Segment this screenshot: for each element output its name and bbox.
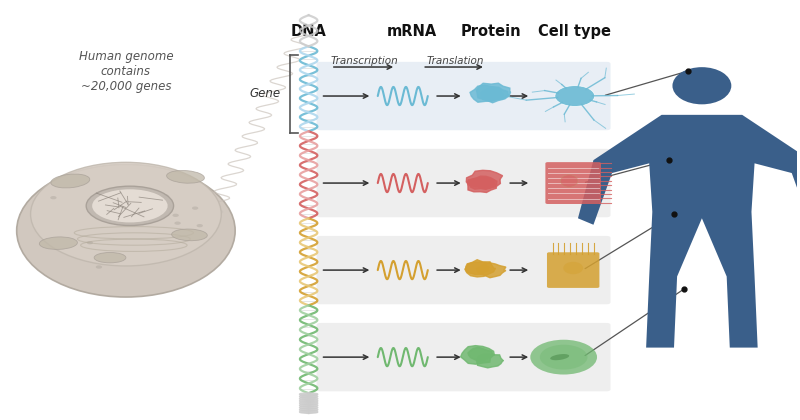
FancyBboxPatch shape	[546, 162, 601, 204]
Polygon shape	[465, 262, 490, 275]
Ellipse shape	[51, 174, 90, 188]
Ellipse shape	[92, 189, 168, 223]
Polygon shape	[461, 346, 494, 364]
Polygon shape	[477, 263, 506, 278]
Polygon shape	[466, 170, 502, 189]
Polygon shape	[466, 260, 495, 277]
Circle shape	[540, 345, 587, 370]
Ellipse shape	[30, 163, 222, 266]
Text: Human genome
contains
~20,000 genes: Human genome contains ~20,000 genes	[78, 50, 174, 93]
Polygon shape	[467, 178, 497, 192]
FancyBboxPatch shape	[317, 323, 610, 391]
FancyBboxPatch shape	[317, 62, 610, 130]
Polygon shape	[468, 347, 493, 361]
Text: DNA: DNA	[290, 24, 326, 39]
Circle shape	[162, 194, 169, 197]
Ellipse shape	[17, 164, 235, 297]
Polygon shape	[477, 354, 503, 368]
Text: Transcription: Transcription	[330, 56, 398, 66]
Ellipse shape	[561, 175, 578, 187]
Circle shape	[50, 196, 57, 200]
Polygon shape	[468, 176, 494, 189]
Circle shape	[530, 340, 597, 375]
FancyBboxPatch shape	[317, 149, 610, 217]
Circle shape	[96, 265, 102, 269]
Text: Cell type: Cell type	[538, 24, 611, 39]
Circle shape	[174, 221, 181, 225]
Text: Protein: Protein	[461, 24, 522, 39]
Polygon shape	[482, 87, 509, 103]
Ellipse shape	[550, 354, 569, 360]
Ellipse shape	[172, 229, 207, 241]
Ellipse shape	[673, 67, 731, 104]
Polygon shape	[470, 85, 504, 102]
Ellipse shape	[86, 186, 174, 226]
Ellipse shape	[166, 171, 204, 183]
Polygon shape	[578, 115, 800, 348]
Ellipse shape	[39, 237, 78, 249]
Ellipse shape	[563, 262, 583, 274]
Circle shape	[197, 224, 203, 227]
Circle shape	[555, 86, 594, 106]
Polygon shape	[477, 83, 510, 101]
Circle shape	[86, 241, 93, 244]
Text: Translation: Translation	[427, 56, 484, 66]
Circle shape	[173, 214, 179, 217]
Circle shape	[166, 205, 173, 208]
Text: Gene: Gene	[250, 87, 281, 100]
Ellipse shape	[94, 252, 126, 263]
Circle shape	[192, 207, 198, 210]
FancyBboxPatch shape	[547, 252, 599, 288]
FancyBboxPatch shape	[317, 236, 610, 304]
Text: mRNA: mRNA	[386, 24, 437, 39]
